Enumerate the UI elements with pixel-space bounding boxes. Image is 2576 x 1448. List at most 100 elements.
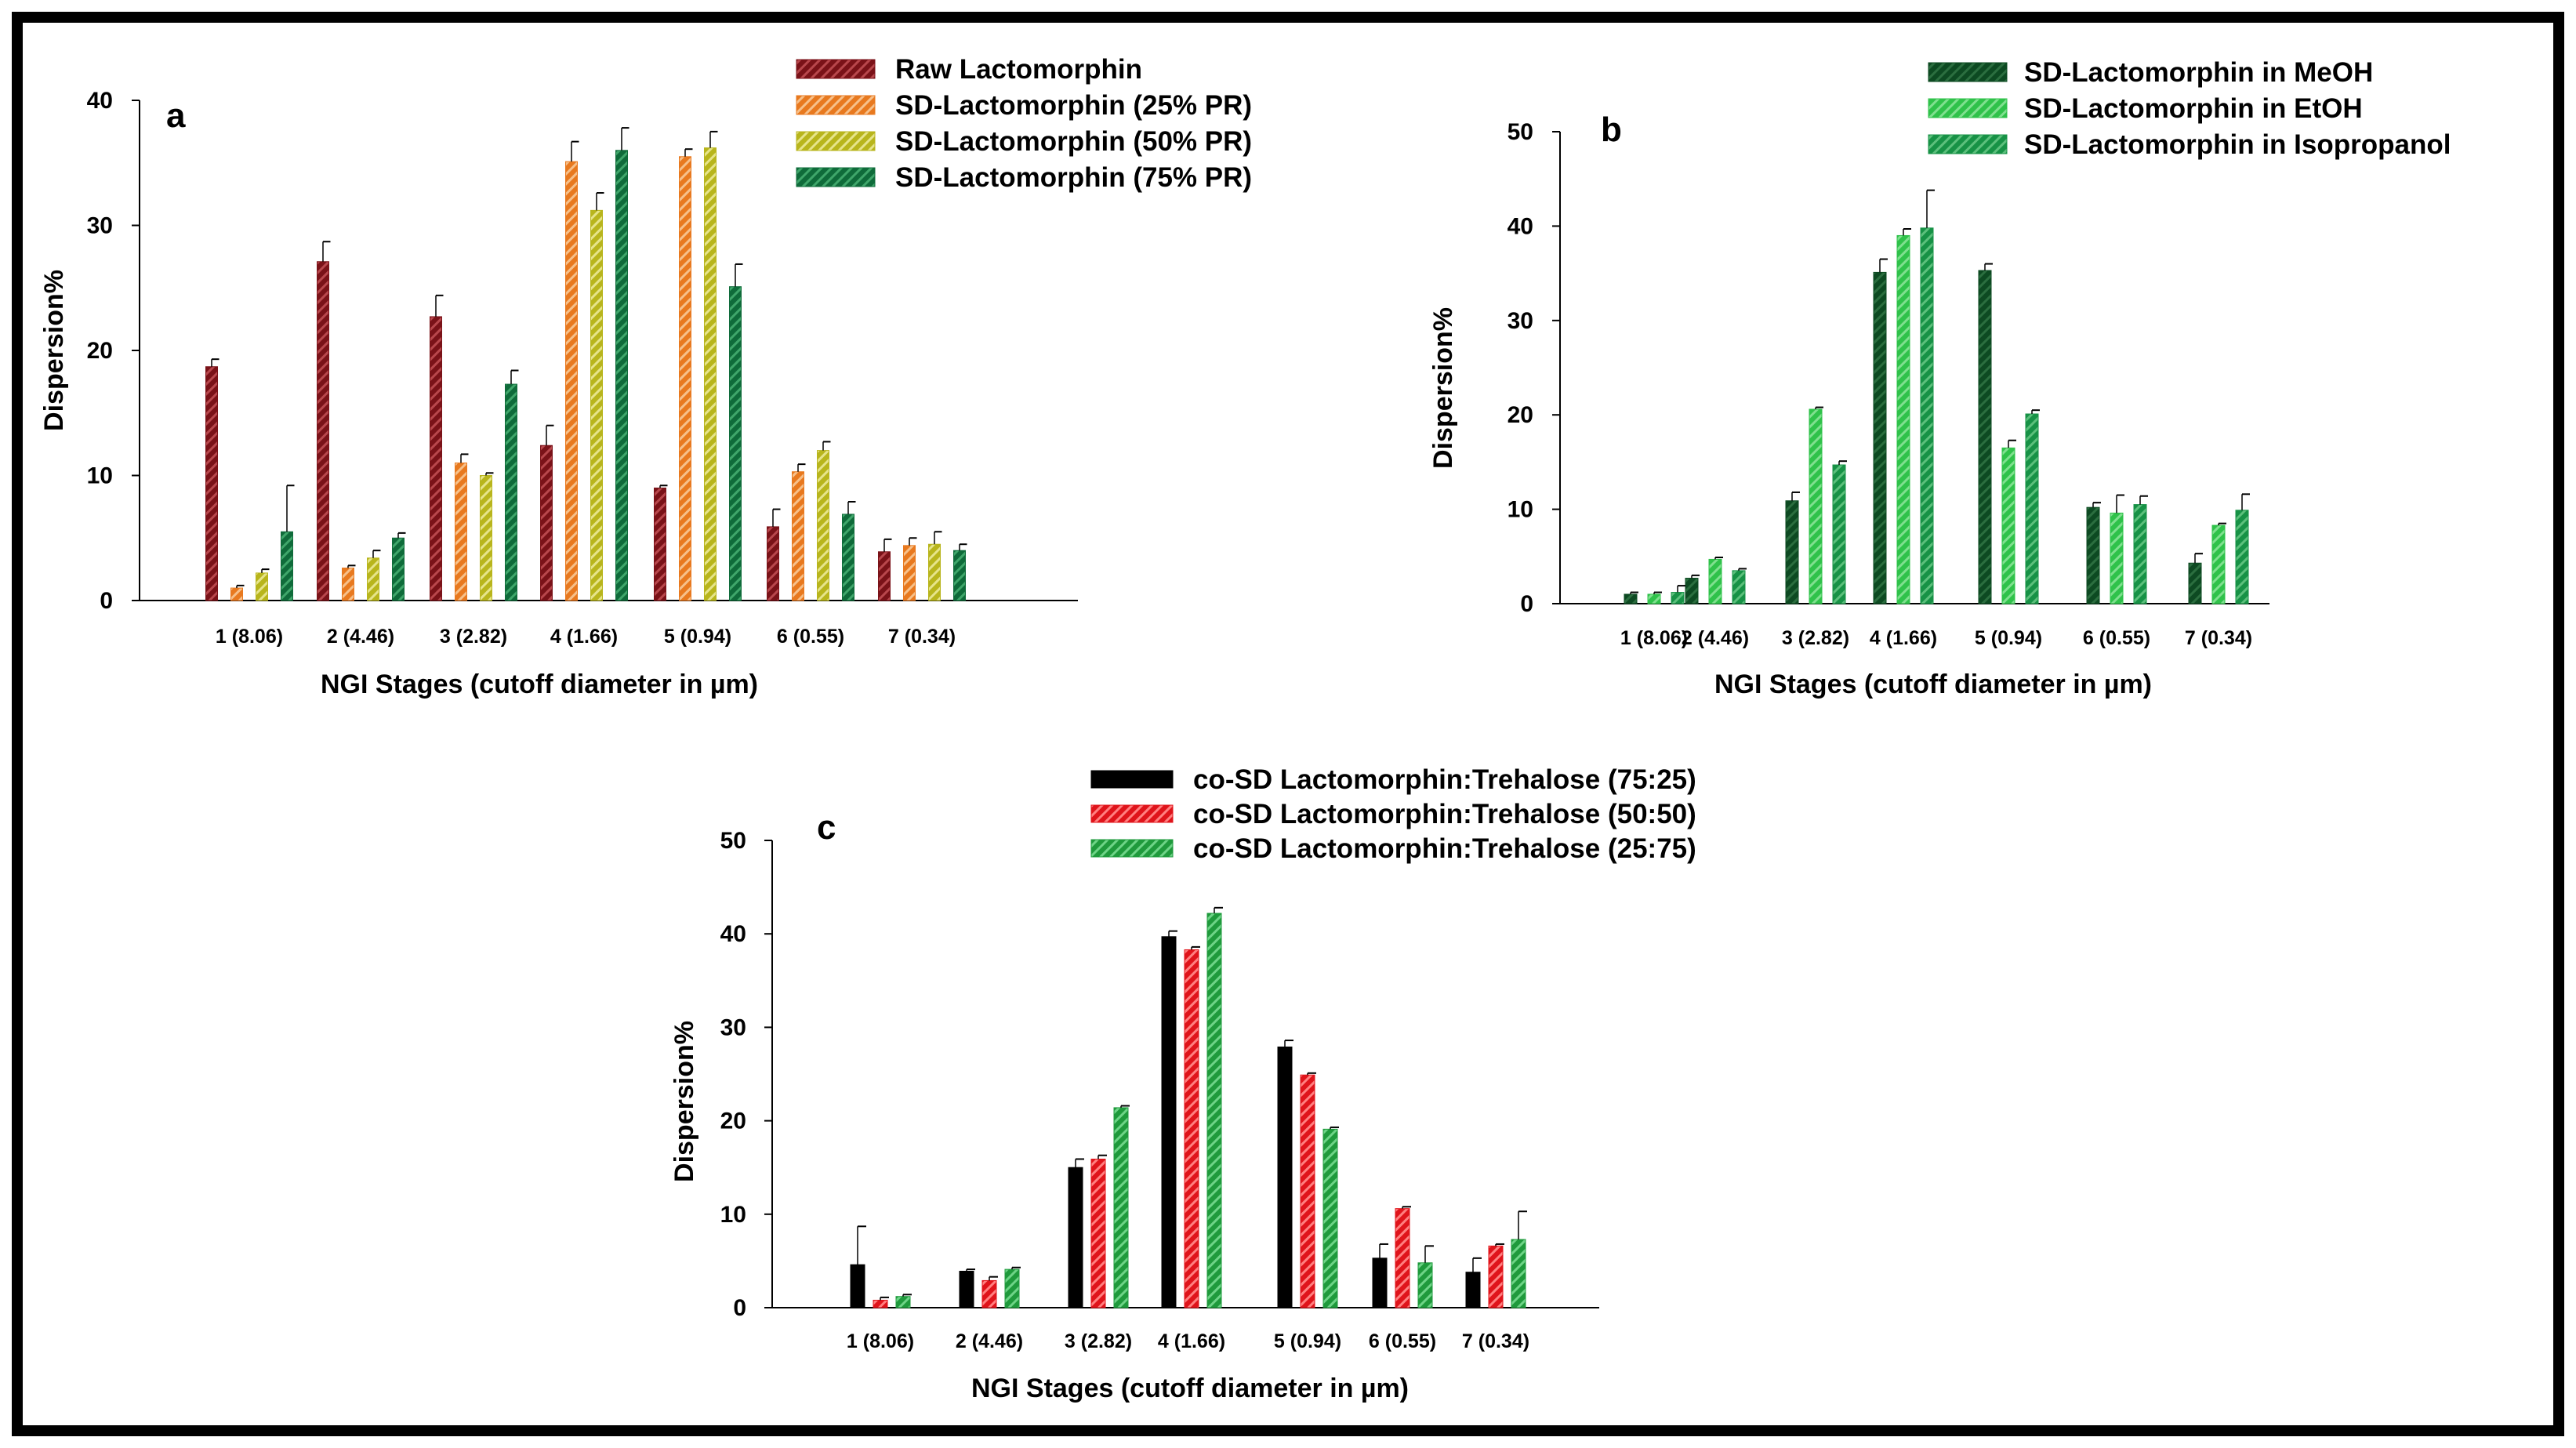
bar: [2001, 447, 2015, 604]
x-tick-label: 4 (1.66): [550, 626, 618, 648]
x-axis-title: NGI Stages (cutoff diameter in µm): [321, 670, 758, 699]
bar: [1708, 558, 1722, 604]
bar: [1068, 1167, 1083, 1308]
bar: [817, 450, 829, 601]
bar: [230, 587, 243, 601]
legend-swatch: [1090, 804, 1174, 823]
legend-swatch: [796, 95, 876, 115]
bar: [205, 366, 218, 601]
x-tick-label: 6 (0.55): [777, 626, 844, 648]
legend-label: Raw Lactomorphin: [895, 54, 1142, 85]
bar: [2133, 504, 2147, 604]
bar: [1113, 1107, 1129, 1308]
bar: [767, 526, 779, 601]
x-tick-label: 6 (0.55): [1369, 1330, 1436, 1352]
bar: [1785, 500, 1799, 604]
bar: [455, 463, 467, 601]
y-tick-label: 0: [100, 588, 113, 614]
bar: [903, 545, 916, 601]
bar: [2211, 524, 2226, 604]
bar: [654, 487, 666, 601]
y-tick-label: 40: [720, 921, 746, 947]
y-tick-label: 10: [720, 1202, 746, 1228]
legend-label: SD-Lactomorphin (75% PR): [895, 162, 1252, 193]
bar: [1465, 1272, 1481, 1308]
legend-label: co-SD Lactomorphin:Trehalose (50:50): [1193, 799, 1696, 829]
bar: [850, 1264, 865, 1308]
y-tick-label: 0: [733, 1295, 746, 1321]
bar: [2110, 512, 2124, 604]
bar: [1896, 234, 1910, 604]
bar: [792, 471, 804, 601]
bar: [430, 316, 442, 601]
bar: [679, 156, 691, 601]
y-tick-label: 30: [87, 213, 113, 239]
bar: [1809, 408, 1823, 604]
legend-label: SD-Lactomorphin (50% PR): [895, 126, 1252, 157]
bar: [1322, 1128, 1338, 1308]
legend-label: co-SD Lactomorphin:Trehalose (75:25): [1193, 764, 1696, 795]
y-tick-label: 10: [1508, 497, 1533, 523]
panel-c-chart: c 0 10 20 30 40 50 1 (8.06) 2 (4.46) 3 (2.82) 4 (1…: [669, 764, 1696, 1403]
bar: [505, 383, 517, 601]
x-tick-label: 5 (0.94): [1975, 627, 2042, 649]
bar: [1004, 1268, 1020, 1308]
bar: [1488, 1245, 1504, 1308]
legend-swatch: [796, 167, 876, 187]
y-tick-label: 50: [720, 828, 746, 854]
x-tick-label: 7 (0.34): [2185, 627, 2252, 649]
bar: [392, 537, 405, 601]
bar: [1395, 1208, 1410, 1308]
y-tick-label: 20: [720, 1109, 746, 1134]
panel-letter: c: [817, 808, 836, 847]
bar: [878, 551, 891, 601]
legend-swatch: [1090, 770, 1174, 789]
bar: [367, 557, 379, 601]
legend-swatch: [1928, 62, 2008, 82]
y-tick-label: 40: [87, 88, 113, 114]
y-axis-title: Dispersion%: [39, 270, 69, 431]
x-tick-label: 5 (0.94): [664, 626, 731, 648]
bar: [1206, 913, 1222, 1308]
x-tick-label: 6 (0.55): [2083, 627, 2150, 649]
x-tick-label: 5 (0.94): [1274, 1330, 1341, 1352]
bar: [2086, 506, 2100, 604]
y-tick-label: 50: [1508, 119, 1533, 145]
bar: [342, 568, 354, 601]
bar: [981, 1279, 997, 1308]
y-tick-label: 30: [1508, 308, 1533, 334]
x-tick-label: 2 (4.46): [956, 1330, 1023, 1352]
bar: [2188, 562, 2202, 604]
y-tick-label: 10: [87, 463, 113, 489]
bar: [256, 572, 268, 601]
bar: [1300, 1074, 1315, 1308]
bar: [928, 543, 941, 601]
x-tick-label: 1 (8.06): [1620, 627, 1688, 649]
y-tick-label: 0: [1520, 591, 1533, 617]
bar: [1978, 270, 1992, 604]
bar: [1090, 1158, 1106, 1308]
y-tick-label: 40: [1508, 213, 1533, 239]
bar: [317, 261, 329, 601]
bar: [1624, 593, 1638, 604]
bar: [959, 1271, 974, 1308]
bar: [704, 147, 717, 601]
legend-label: SD-Lactomorphin (25% PR): [895, 90, 1252, 121]
x-tick-label: 3 (2.82): [440, 626, 507, 648]
bar: [1671, 592, 1685, 604]
bar: [2235, 510, 2249, 604]
bar: [1920, 227, 1934, 604]
bar: [1511, 1239, 1526, 1308]
legend-label: co-SD Lactomorphin:Trehalose (25:75): [1193, 833, 1696, 864]
x-tick-label: 3 (2.82): [1065, 1330, 1132, 1352]
x-tick-label: 2 (4.46): [1682, 627, 1749, 649]
figure-border: [12, 12, 2564, 1436]
x-axis-title: NGI Stages (cutoff diameter in µm): [971, 1374, 1409, 1403]
bar: [281, 531, 293, 601]
bar: [615, 150, 628, 601]
panel-letter: b: [1601, 111, 1622, 149]
bar: [1647, 593, 1661, 604]
legend-swatch: [1090, 839, 1174, 858]
y-axis-title: Dispersion%: [669, 1021, 699, 1182]
x-tick-label: 4 (1.66): [1870, 627, 1937, 649]
